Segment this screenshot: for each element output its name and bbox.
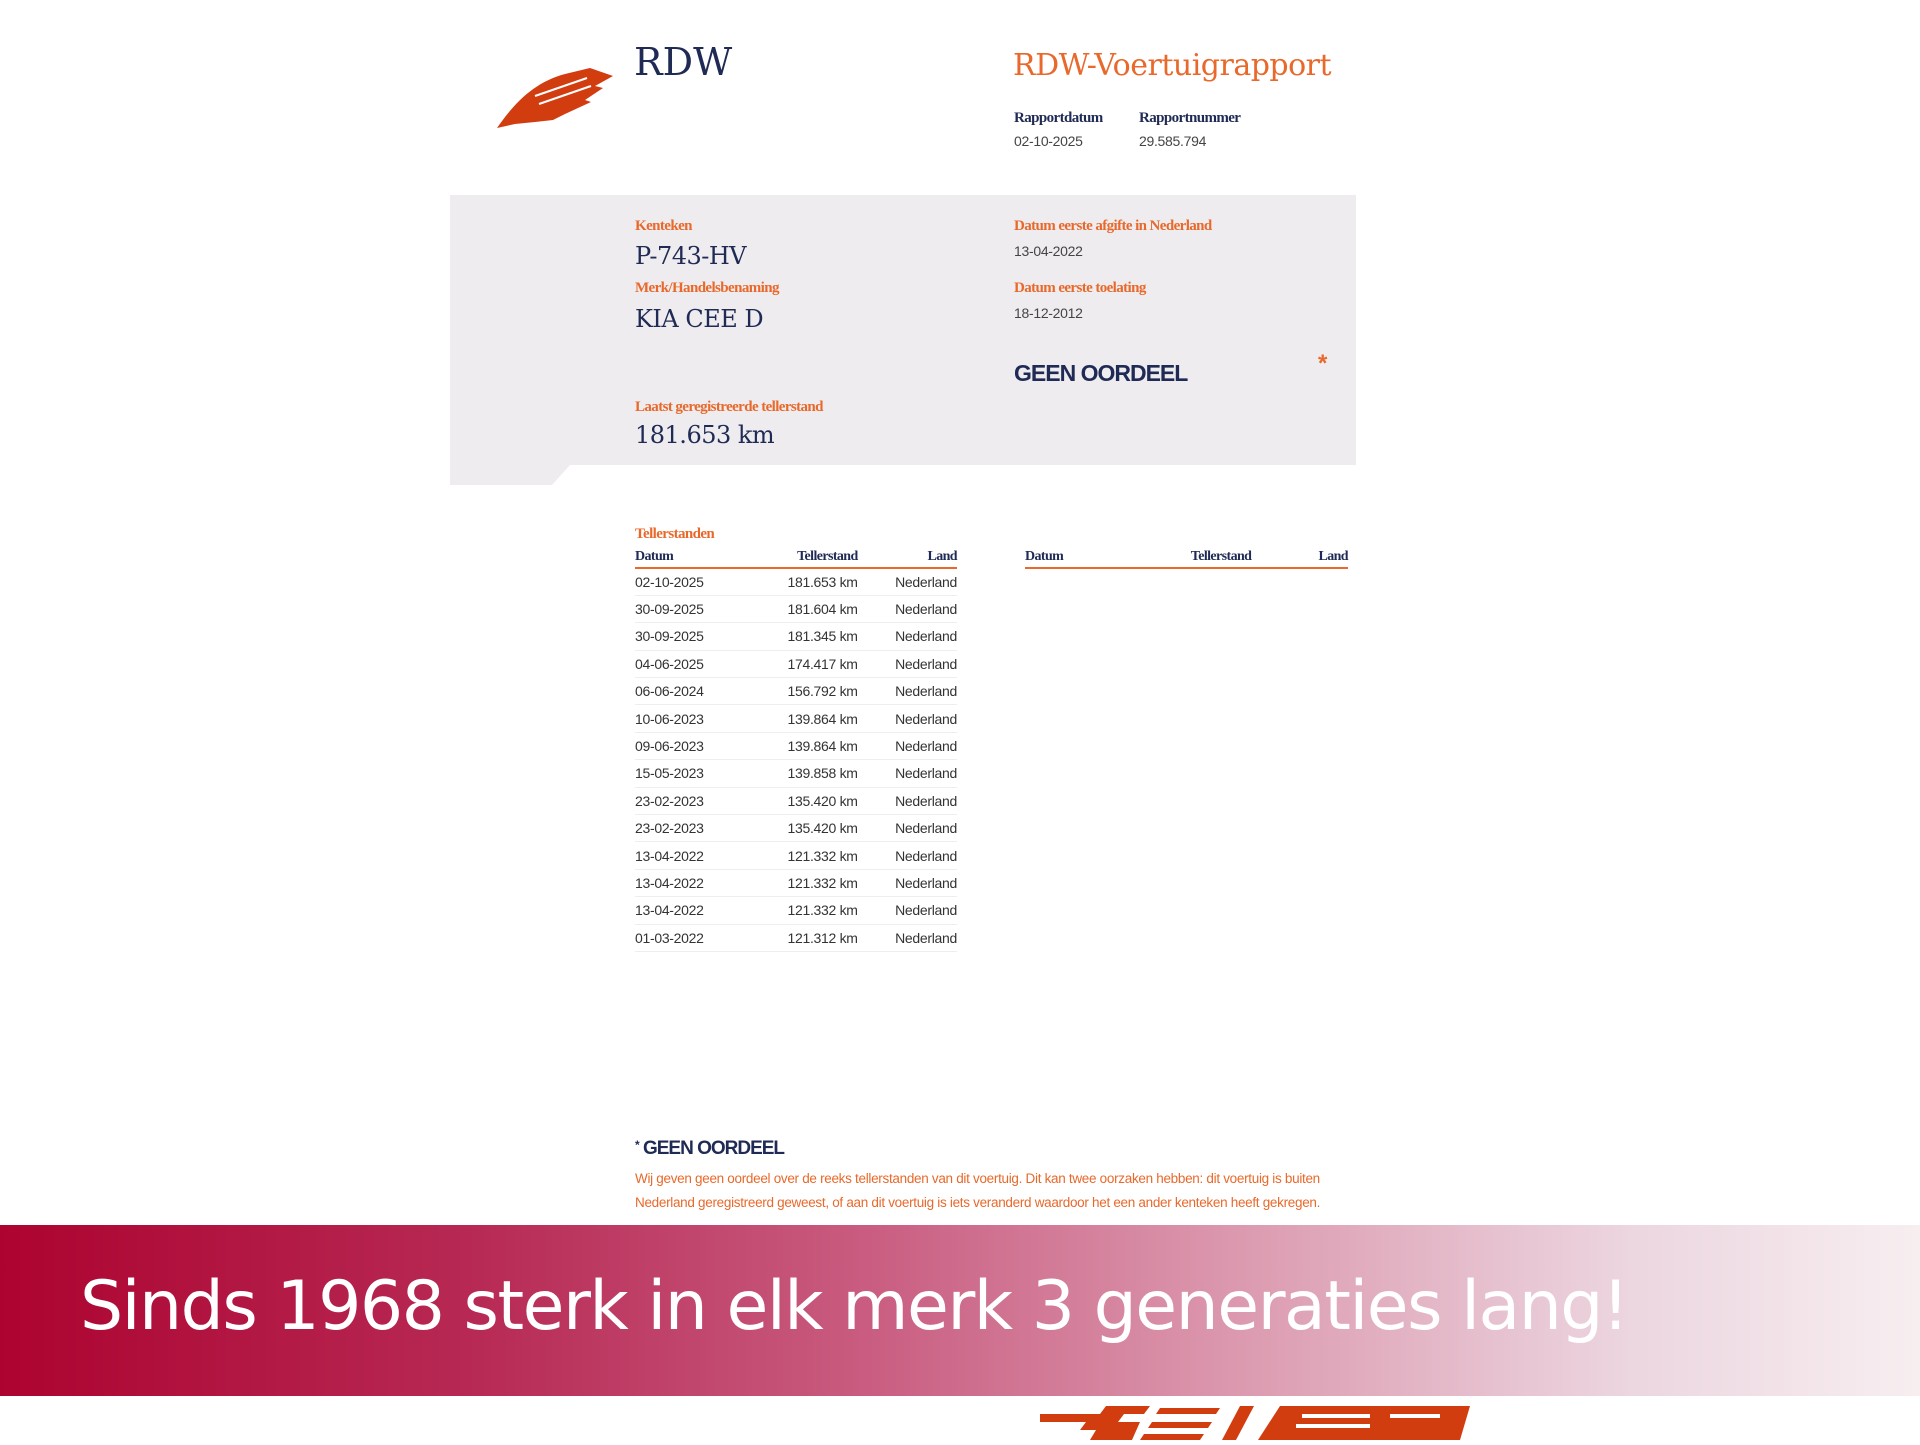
row-country: Nederland [857, 622, 957, 651]
row-date: 13-04-2022 [635, 841, 746, 870]
row-date: 13-04-2022 [635, 869, 746, 898]
table-row: 15-05-2023 139.858 km Nederland [635, 759, 957, 788]
promo-banner: Sinds 1968 sterk in elk merk 3 generatie… [0, 1225, 1920, 1396]
row-country: Nederland [857, 732, 957, 761]
report-date-label: Rapportdatum [1014, 110, 1103, 126]
row-country: Nederland [857, 814, 957, 843]
row-odometer: 121.332 km [745, 869, 858, 898]
feather-icon [497, 68, 613, 128]
dealer-logo [1040, 1402, 1470, 1440]
row-odometer: 139.858 km [745, 759, 858, 788]
row-odometer: 139.864 km [745, 732, 858, 761]
first-nl-label: Datum eerste afgifte in Nederland [1014, 218, 1212, 234]
table-row: 06-06-2024 156.792 km Nederland [635, 677, 957, 706]
last-odometer-label: Laatst geregistreerde tellerstand [635, 399, 824, 415]
table-row: 30-09-2025 181.604 km Nederland [635, 595, 957, 624]
col-date: Datum [635, 548, 746, 569]
odometer-table-left: Datum Tellerstand Land 02-10-2025 181.653… [635, 548, 958, 952]
row-odometer: 181.604 km [745, 595, 858, 624]
table-row: 23-02-2023 135.420 km Nederland [635, 787, 957, 816]
plate-value: P-743-HV [635, 242, 747, 270]
report-title: RDW-Voertuigrapport [1013, 48, 1332, 83]
table-row: 23-02-2023 135.420 km Nederland [635, 814, 957, 843]
table-row: 13-04-2022 121.332 km Nederland [635, 896, 957, 925]
report-date: 02-10-2025 [1014, 133, 1083, 149]
row-date: 09-06-2023 [635, 732, 746, 761]
org-name: RDW [634, 40, 733, 84]
brand-label: Merk/Handelsbenaming [635, 280, 779, 296]
row-country: Nederland [857, 787, 957, 816]
table-row: 09-06-2023 139.864 km Nederland [635, 732, 957, 761]
row-date: 23-02-2023 [635, 814, 746, 843]
first-admission-label: Datum eerste toelating [1014, 280, 1146, 296]
row-country: Nederland [857, 677, 957, 706]
row-date: 02-10-2025 [635, 568, 746, 596]
row-odometer: 135.420 km [745, 814, 858, 843]
panel-tab [450, 465, 570, 485]
rdw-logo [495, 62, 620, 130]
row-date: 30-09-2025 [635, 595, 746, 624]
row-odometer: 139.864 km [745, 704, 858, 733]
row-date: 10-06-2023 [635, 704, 746, 733]
first-nl-value: 13-04-2022 [1014, 243, 1083, 259]
row-country: Nederland [857, 650, 957, 679]
row-odometer: 181.345 km [745, 622, 858, 651]
row-date: 23-02-2023 [635, 787, 746, 816]
dealer-logo-icon [1040, 1406, 1470, 1440]
footnote-mark: * [635, 1138, 640, 1152]
last-odometer-value: 181.653 km [635, 421, 775, 449]
row-odometer: 181.653 km [745, 568, 858, 596]
row-odometer: 121.332 km [745, 841, 858, 870]
odometer-table-right: Datum Tellerstand Land [1025, 548, 1349, 569]
report-number: 29.585.794 [1139, 133, 1207, 149]
col-odometer: Tellerstand [1098, 548, 1292, 569]
row-country: Nederland [857, 896, 957, 925]
col-country: Land [857, 548, 958, 569]
row-date: 13-04-2022 [635, 896, 746, 925]
row-odometer: 135.420 km [745, 787, 858, 816]
row-date: 15-05-2023 [635, 759, 746, 788]
row-odometer: 121.312 km [745, 924, 858, 952]
table-row: 30-09-2025 181.345 km Nederland [635, 622, 957, 651]
row-country: Nederland [857, 924, 957, 952]
row-odometer: 174.417 km [745, 650, 858, 679]
table-row: 10-06-2023 139.864 km Nederland [635, 704, 957, 733]
footnote-text: Wij geven geen oordeel over de reeks tel… [635, 1171, 1321, 1210]
brand-value: KIA CEE D [635, 305, 764, 333]
row-odometer: 156.792 km [745, 677, 858, 706]
verdict-footnote-mark: * [1318, 350, 1328, 377]
table-row: 02-10-2025 181.653 km Nederland [635, 568, 957, 596]
verdict: GEEN OORDEEL [1014, 360, 1188, 386]
footnote-title: * GEEN OORDEEL [635, 1138, 785, 1160]
vehicle-summary-panel [450, 195, 1356, 465]
row-country: Nederland [857, 869, 957, 898]
odometer-section-label: Tellerstanden [635, 526, 715, 542]
col-country: Land [1291, 548, 1349, 569]
row-odometer: 121.332 km [745, 896, 858, 925]
report-number-label: Rapportnummer [1139, 110, 1241, 126]
row-country: Nederland [857, 568, 957, 596]
col-odometer: Tellerstand [745, 548, 858, 569]
row-country: Nederland [857, 595, 957, 624]
row-date: 30-09-2025 [635, 622, 746, 651]
row-date: 01-03-2022 [635, 924, 746, 952]
plate-label: Kenteken [635, 218, 692, 234]
row-date: 04-06-2025 [635, 650, 746, 679]
table-row: 01-03-2022 121.312 km Nederland [635, 924, 957, 952]
footnote-title-text: GEEN OORDEEL [642, 1138, 785, 1159]
row-country: Nederland [857, 759, 957, 788]
row-date: 06-06-2024 [635, 677, 746, 706]
first-admission-value: 18-12-2012 [1014, 305, 1083, 321]
row-country: Nederland [857, 841, 957, 870]
table-row: 13-04-2022 121.332 km Nederland [635, 869, 957, 898]
row-country: Nederland [857, 704, 957, 733]
table-row: 04-06-2025 174.417 km Nederland [635, 650, 957, 679]
table-row: 13-04-2022 121.332 km Nederland [635, 841, 957, 870]
col-date: Datum [1025, 548, 1099, 569]
promo-banner-text: Sinds 1968 sterk in elk merk 3 generatie… [80, 1267, 1629, 1346]
